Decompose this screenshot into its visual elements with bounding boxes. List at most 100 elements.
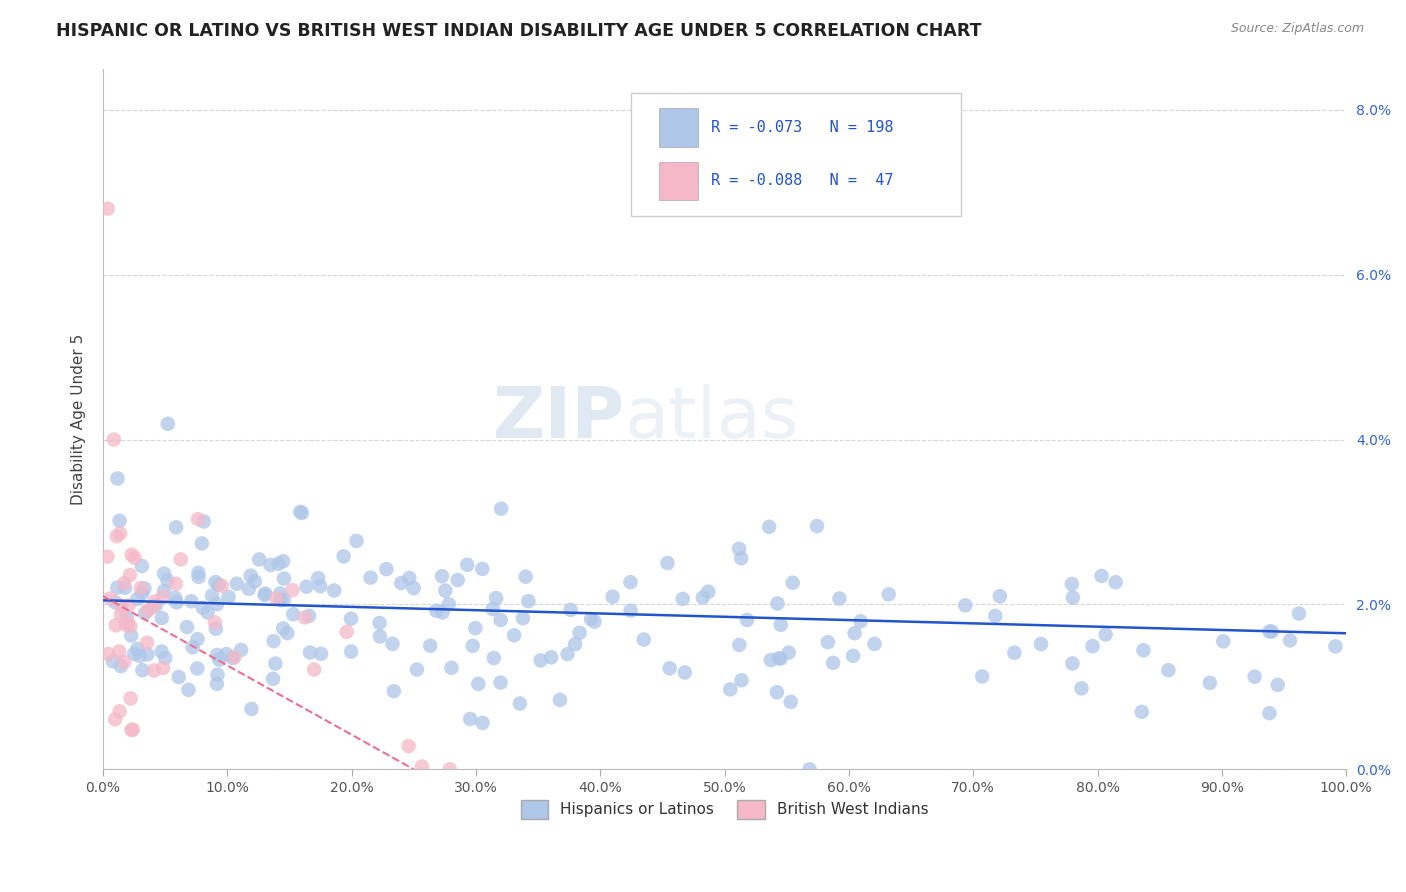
Point xyxy=(97,647,120,661)
Point xyxy=(540,650,562,665)
Point xyxy=(411,759,433,773)
Point xyxy=(224,650,246,665)
Point xyxy=(517,594,540,608)
Point xyxy=(215,647,238,661)
Point xyxy=(768,651,790,665)
Point xyxy=(290,505,312,519)
Point xyxy=(155,651,177,665)
Point xyxy=(464,621,486,635)
Point xyxy=(779,695,801,709)
Point xyxy=(863,637,886,651)
Point xyxy=(115,610,138,624)
Point xyxy=(298,608,321,623)
Point xyxy=(340,644,363,658)
Point xyxy=(619,575,641,590)
Point xyxy=(273,592,295,607)
Point xyxy=(515,570,537,584)
Point xyxy=(97,202,120,216)
Point xyxy=(165,591,187,605)
Point xyxy=(697,584,720,599)
Point xyxy=(238,582,260,596)
Point xyxy=(136,636,159,650)
Point xyxy=(842,648,865,663)
Point xyxy=(269,586,291,600)
Point xyxy=(271,554,294,568)
Point xyxy=(291,506,314,520)
Point xyxy=(512,611,534,625)
Point xyxy=(1130,705,1153,719)
Point xyxy=(1070,681,1092,696)
Point xyxy=(142,664,165,678)
Point xyxy=(1278,633,1301,648)
Point xyxy=(336,624,359,639)
Point xyxy=(844,626,866,640)
Point xyxy=(1094,627,1116,641)
Point xyxy=(120,619,142,633)
Point xyxy=(105,581,128,595)
Point xyxy=(1060,577,1083,591)
Point xyxy=(186,661,208,675)
Point xyxy=(602,590,624,604)
Point xyxy=(131,559,153,574)
Point xyxy=(368,615,391,630)
Point xyxy=(108,514,131,528)
Point xyxy=(271,622,294,636)
Point xyxy=(107,471,129,485)
Point xyxy=(759,653,782,667)
Point xyxy=(1324,640,1347,654)
Point xyxy=(425,604,447,618)
Text: atlas: atlas xyxy=(626,384,800,453)
Point xyxy=(406,663,429,677)
Point xyxy=(849,615,872,629)
Point xyxy=(267,557,290,571)
Point xyxy=(191,536,214,550)
Point xyxy=(434,583,457,598)
Point xyxy=(332,549,354,564)
Point xyxy=(1132,643,1154,657)
Point xyxy=(382,684,405,698)
Point xyxy=(104,618,127,632)
Point xyxy=(1104,575,1126,590)
Point xyxy=(115,617,138,632)
Point xyxy=(375,562,398,576)
Point xyxy=(323,583,346,598)
Point xyxy=(208,653,231,667)
Point xyxy=(877,587,900,601)
Point xyxy=(205,622,228,636)
Point xyxy=(187,570,209,584)
Point xyxy=(1090,569,1112,583)
Point xyxy=(579,612,602,626)
Point xyxy=(467,677,489,691)
Point xyxy=(1258,706,1281,721)
Point xyxy=(548,693,571,707)
Point xyxy=(114,581,136,595)
Point xyxy=(263,634,285,648)
Point xyxy=(110,607,132,622)
Point xyxy=(124,550,146,565)
Point xyxy=(108,526,131,541)
Point xyxy=(134,582,156,596)
Point xyxy=(136,603,159,617)
Point xyxy=(211,579,233,593)
Point xyxy=(205,648,228,662)
Point xyxy=(187,512,209,526)
Point xyxy=(170,552,193,566)
Point xyxy=(243,574,266,589)
Point xyxy=(1081,639,1104,653)
Point xyxy=(402,581,425,595)
Point xyxy=(270,593,292,607)
Point xyxy=(1288,607,1310,621)
Point xyxy=(204,615,226,630)
Point xyxy=(153,566,176,581)
Point xyxy=(98,591,121,606)
Point xyxy=(461,639,484,653)
Point xyxy=(972,669,994,683)
Point xyxy=(568,625,591,640)
Point xyxy=(120,691,142,706)
Point xyxy=(294,610,316,624)
Point xyxy=(398,739,420,753)
Point xyxy=(735,613,758,627)
Point xyxy=(201,589,224,603)
Point xyxy=(456,558,478,572)
Point xyxy=(156,417,179,431)
